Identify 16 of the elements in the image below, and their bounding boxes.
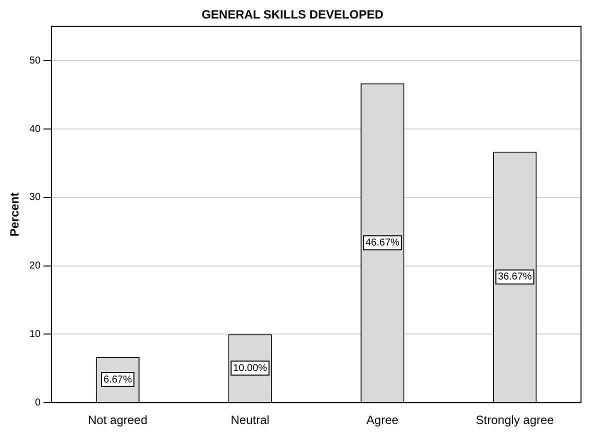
data-label: 46.67% [365,237,400,248]
y-tick-label: 40 [29,124,41,135]
y-tick-label: 30 [29,192,41,204]
y-tick-label: 0 [34,397,41,408]
data-label: 10.00% [233,362,268,374]
x-tick-label: Not agreed [88,413,148,428]
y-axis-title: Percent [8,192,22,237]
x-tick-label: Neutral [230,413,270,428]
data-label: 36.67% [498,272,532,283]
x-tick-label: Agree [366,413,399,428]
y-tick-label: 10 [29,328,41,340]
data-label: 6.67% [104,374,132,386]
y-tick-label: 50 [29,55,41,66]
chart-title: GENERAL SKILLS DEVELOPED [202,8,384,22]
x-tick-label: Strongly agree [476,413,554,428]
y-tick-label: 20 [29,260,41,272]
